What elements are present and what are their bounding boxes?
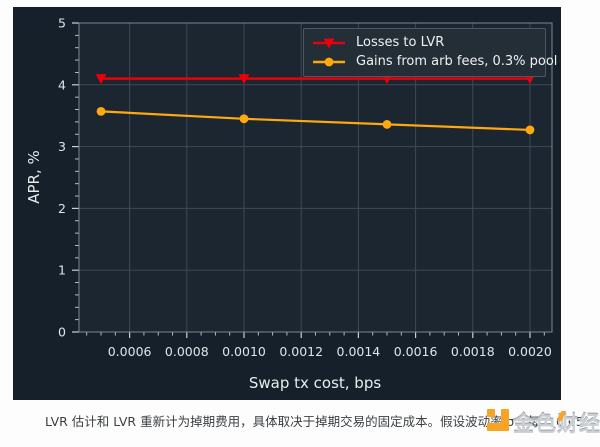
x-axis-label: Swap tx cost, bps [248, 374, 382, 392]
watermark-text: 金色财经 [513, 412, 600, 436]
svg-text:0.0006: 0.0006 [108, 344, 152, 359]
legend-row-gains-arb-fees: Gains from arb fees, 0.3% pool [312, 52, 557, 71]
legend-label-gains: Gains from arb fees, 0.3% pool [356, 54, 558, 69]
svg-text:0.0016: 0.0016 [394, 344, 438, 359]
legend-label-losses: Losses to LVR [356, 35, 445, 50]
chart-legend: Losses to LVR Gains from arb fees, 0.3% … [303, 28, 557, 77]
legend-marker-losses-icon [313, 38, 345, 48]
svg-text:0.0014: 0.0014 [337, 344, 381, 359]
svg-text:0.0012: 0.0012 [279, 344, 323, 359]
svg-text:0.0010: 0.0010 [222, 344, 266, 359]
jinse-logo-icon [487, 409, 509, 431]
watermark: 金色财经 [487, 408, 600, 436]
svg-text:5: 5 [58, 16, 66, 31]
svg-text:1: 1 [58, 263, 66, 278]
svg-text:0.0018: 0.0018 [451, 344, 495, 359]
figure-caption: LVR 估计和 LVR 重新计为掉期费用，具体取决于掉期交易的固定成本。假设波动… [45, 414, 584, 429]
chart-panel: 0.0006 0.0008 0.0010 0.0012 0.0014 0.0016 0.00… [13, 7, 561, 400]
svg-text:0.0008: 0.0008 [165, 344, 209, 359]
svg-text:4: 4 [58, 77, 66, 92]
legend-marker-gains-icon [313, 57, 345, 66]
svg-text:2: 2 [58, 201, 66, 216]
svg-text:0.0020: 0.0020 [508, 344, 552, 359]
svg-text:3: 3 [58, 139, 66, 154]
svg-text:0: 0 [58, 325, 66, 340]
y-axis-label: APR, % [25, 150, 43, 204]
legend-row-losses-to-lvr: Losses to LVR [312, 33, 535, 52]
